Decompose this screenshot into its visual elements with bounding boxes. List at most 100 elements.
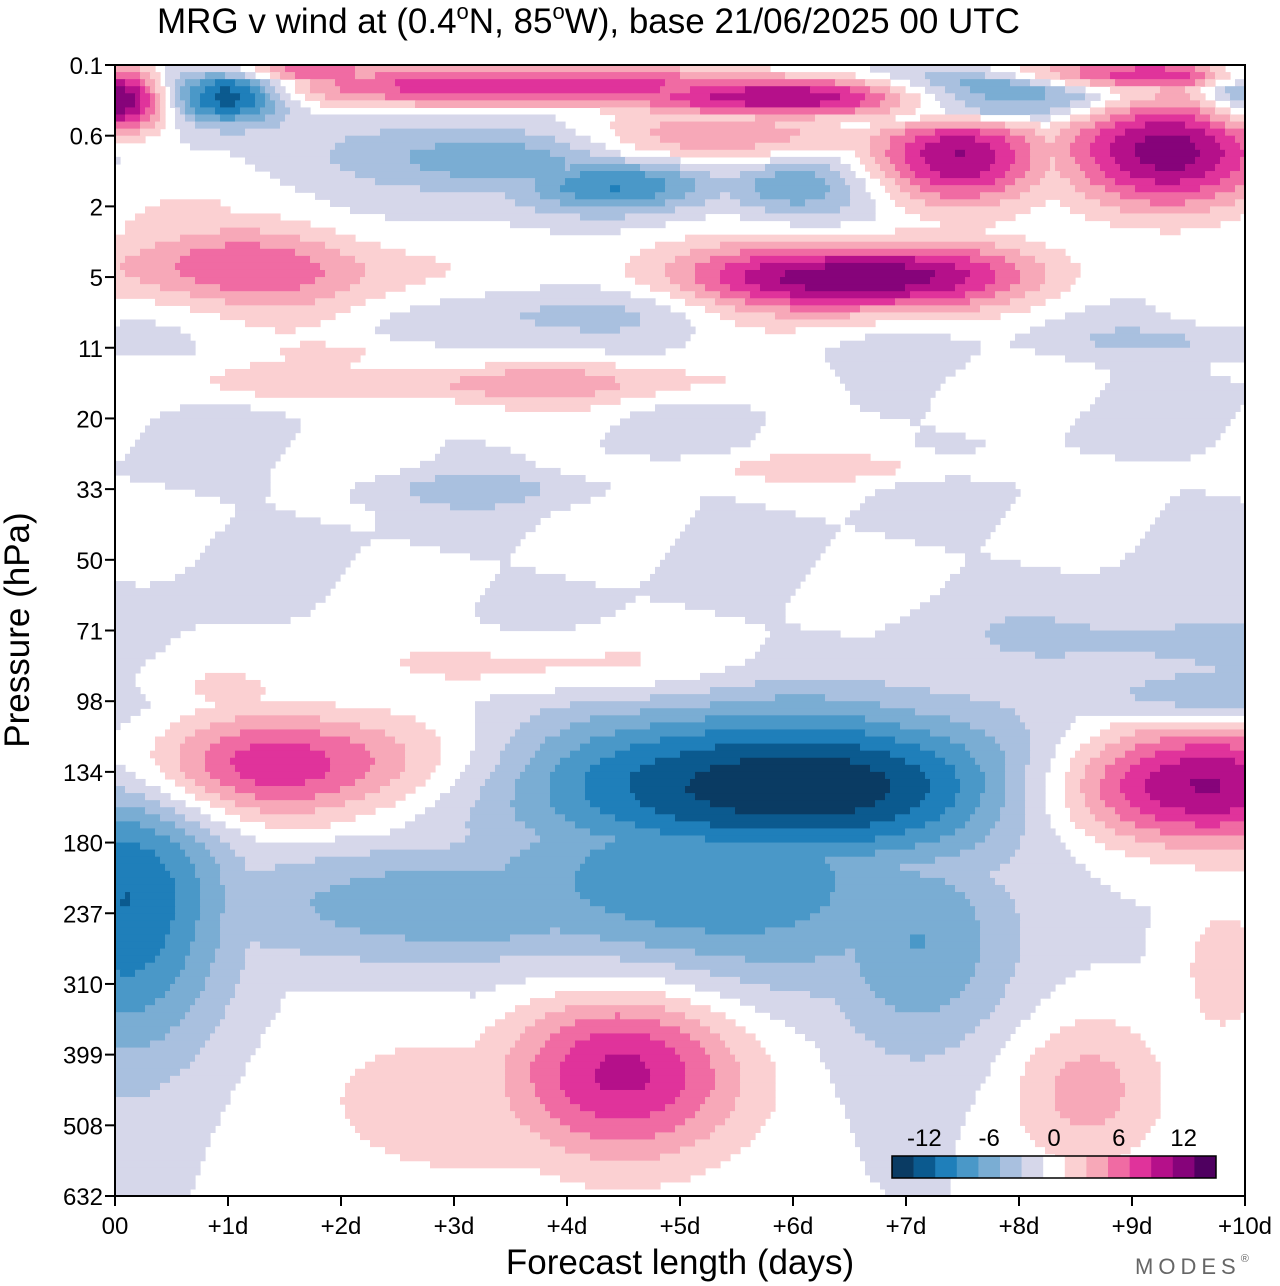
heatmap-cell	[500, 559, 511, 568]
heatmap-cell	[910, 609, 1246, 617]
heatmap-cell	[450, 383, 621, 391]
heatmap-cell	[430, 1160, 721, 1169]
heatmap-cell	[970, 899, 1016, 907]
heatmap-cell	[980, 764, 1006, 773]
heatmap-cell	[590, 899, 831, 907]
heatmap-cell	[1030, 156, 1051, 165]
heatmap-cell	[230, 149, 331, 158]
heatmap-cell	[825, 856, 936, 865]
heatmap-cell	[155, 298, 226, 306]
heatmap-cell	[115, 877, 176, 886]
heatmap-cell	[350, 489, 411, 497]
heatmap-cell	[1195, 142, 1221, 151]
heatmap-cell	[475, 743, 506, 752]
heatmap-cell	[390, 333, 691, 342]
heatmap-cell	[115, 234, 181, 243]
heatmap-cell	[1205, 927, 1246, 936]
heatmap-cell	[685, 1118, 726, 1126]
heatmap-cell	[895, 227, 986, 236]
heatmap-cell	[335, 142, 436, 151]
heatmap-cell	[155, 107, 161, 116]
heatmap-cell	[470, 552, 511, 561]
heatmap-cell	[500, 955, 621, 964]
heatmap-cell	[495, 1019, 536, 1027]
heatmap-cell	[155, 955, 186, 964]
y-tick-label: 310	[63, 972, 103, 999]
heatmap-cell	[690, 517, 826, 526]
heatmap-cell	[790, 220, 841, 229]
heatmap-cell	[935, 269, 971, 278]
heatmap-cell	[470, 828, 536, 837]
heatmap-cell	[860, 305, 981, 314]
brand-mark: ®	[1241, 1253, 1254, 1265]
heatmap-cell	[1050, 1033, 1141, 1042]
heatmap-cell	[480, 786, 516, 794]
heatmap-cell	[510, 1097, 541, 1105]
heatmap-cell	[710, 800, 876, 808]
heatmap-cell	[370, 750, 406, 759]
colorbar-swatch	[1000, 1156, 1022, 1178]
heatmap-cell	[860, 1146, 956, 1155]
heatmap-cell	[115, 595, 326, 603]
heatmap-cell	[590, 1132, 656, 1141]
heatmap-cell	[1140, 326, 1246, 335]
heatmap-cell	[930, 595, 1246, 603]
heatmap-cell	[115, 581, 136, 589]
heatmap-cell	[245, 856, 316, 865]
heatmap-cell	[895, 1005, 941, 1013]
heatmap-cell	[655, 241, 721, 250]
heatmap-cell	[115, 291, 191, 299]
heatmap-cell	[1030, 79, 1051, 87]
heatmap-cell	[1225, 86, 1246, 94]
heatmap-cell	[885, 1188, 951, 1197]
heatmap-cell	[990, 262, 1016, 271]
heatmap-cell	[1020, 192, 1086, 200]
heatmap-cell	[115, 1188, 191, 1197]
heatmap-cell	[505, 404, 591, 412]
heatmap-cell	[115, 1019, 181, 1027]
heatmap-cell	[830, 163, 851, 172]
heatmap-cell	[180, 269, 326, 278]
heatmap-cell	[1000, 644, 1246, 653]
heatmap-cell	[785, 72, 856, 80]
heatmap-cell	[220, 86, 231, 94]
heatmap-cell	[1185, 807, 1231, 815]
heatmap-cell	[115, 793, 146, 801]
heatmap-cell	[615, 814, 676, 822]
heatmap-cell	[660, 121, 776, 130]
heatmap-cell	[785, 1019, 851, 1027]
heatmap-cell	[965, 277, 996, 285]
heatmap-cell	[835, 79, 866, 87]
heatmap-cell	[115, 892, 126, 900]
heatmap-cell	[115, 807, 146, 815]
heatmap-cell	[230, 517, 321, 526]
heatmap-cell	[180, 93, 191, 101]
heatmap-cell	[825, 347, 981, 356]
heatmap-cell	[1180, 178, 1221, 186]
heatmap-cell	[495, 573, 566, 582]
heatmap-cell	[1030, 114, 1051, 123]
heatmap-cell	[115, 340, 196, 349]
heatmap-cell	[1125, 1089, 1161, 1098]
heatmap-cell	[545, 1012, 616, 1020]
heatmap-cell	[960, 991, 1006, 999]
heatmap-cell	[140, 842, 181, 851]
heatmap-cell	[195, 927, 221, 936]
heatmap-cell	[1200, 149, 1226, 158]
heatmap-cell	[135, 213, 281, 222]
heatmap-cell	[830, 1068, 991, 1077]
heatmap-cell	[325, 241, 381, 250]
heatmap-cell	[175, 976, 206, 985]
heatmap-cell	[955, 884, 1006, 893]
heatmap-cell	[155, 828, 186, 837]
heatmap-cell	[550, 1111, 596, 1119]
heatmap-cell	[940, 588, 1246, 596]
heatmap-cell	[850, 397, 931, 405]
heatmap-cell	[675, 538, 831, 547]
heatmap-cell	[1120, 1104, 1161, 1112]
heatmap-cell	[180, 234, 301, 243]
heatmap-cell	[920, 114, 981, 123]
heatmap-cell	[1220, 142, 1241, 151]
heatmap-cell	[910, 418, 921, 427]
heatmap-cell	[685, 1012, 726, 1020]
